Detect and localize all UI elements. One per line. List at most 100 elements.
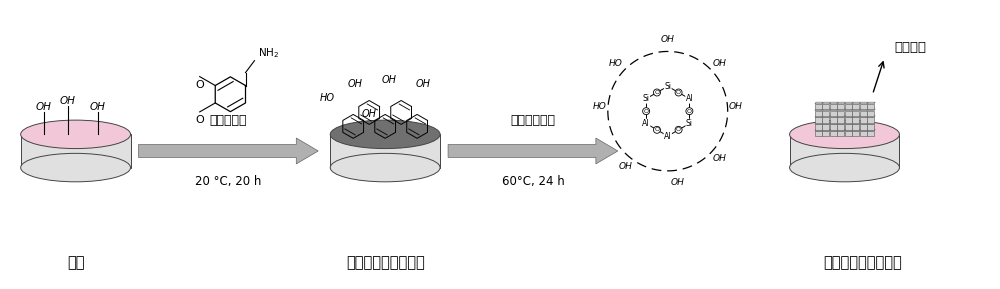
Text: Al: Al (664, 131, 672, 140)
Polygon shape (860, 111, 867, 116)
Polygon shape (860, 109, 868, 111)
Text: OH: OH (416, 79, 431, 88)
Polygon shape (21, 134, 131, 168)
Polygon shape (860, 131, 867, 136)
Text: Al: Al (642, 119, 650, 128)
Polygon shape (830, 131, 837, 136)
Polygon shape (867, 116, 875, 117)
Polygon shape (822, 129, 830, 131)
Text: Si: Si (686, 119, 693, 128)
Polygon shape (867, 129, 875, 131)
Polygon shape (815, 116, 823, 117)
Polygon shape (852, 102, 860, 104)
Polygon shape (867, 131, 874, 136)
FancyArrow shape (139, 138, 318, 164)
Polygon shape (837, 129, 845, 131)
Text: O: O (687, 109, 692, 114)
Text: 原位水热合成: 原位水热合成 (510, 114, 555, 127)
Polygon shape (845, 109, 853, 111)
Polygon shape (845, 129, 853, 131)
Polygon shape (815, 117, 822, 123)
Text: O: O (676, 90, 681, 95)
Polygon shape (822, 116, 830, 117)
Polygon shape (830, 111, 837, 116)
Polygon shape (837, 111, 844, 116)
Text: OH: OH (661, 35, 675, 44)
Polygon shape (852, 109, 860, 111)
Polygon shape (852, 117, 859, 123)
Polygon shape (822, 124, 829, 129)
Polygon shape (815, 111, 822, 116)
Polygon shape (867, 123, 875, 124)
Polygon shape (830, 102, 838, 104)
Polygon shape (837, 104, 844, 109)
Text: O: O (654, 90, 659, 95)
Circle shape (686, 108, 693, 115)
Text: HO: HO (593, 102, 607, 111)
Text: OH: OH (36, 102, 52, 112)
Polygon shape (860, 123, 868, 124)
Polygon shape (822, 131, 829, 136)
Polygon shape (822, 102, 830, 104)
Polygon shape (815, 124, 822, 129)
FancyArrow shape (448, 138, 618, 164)
Polygon shape (837, 124, 844, 129)
Text: OH: OH (362, 110, 377, 119)
Polygon shape (860, 104, 867, 109)
Polygon shape (867, 109, 875, 111)
Circle shape (675, 89, 682, 96)
Text: Si: Si (664, 82, 671, 91)
Polygon shape (852, 111, 859, 116)
Text: 载体: 载体 (67, 255, 84, 271)
Polygon shape (830, 104, 837, 109)
Text: 20 °C, 20 h: 20 °C, 20 h (195, 175, 262, 188)
Polygon shape (815, 109, 823, 111)
Polygon shape (830, 129, 838, 131)
Polygon shape (822, 123, 830, 124)
Polygon shape (837, 116, 845, 117)
Circle shape (653, 126, 660, 133)
Text: 载体负载的分子筛膜: 载体负载的分子筛膜 (823, 255, 902, 271)
Ellipse shape (790, 120, 899, 149)
Text: OH: OH (671, 178, 685, 187)
Polygon shape (852, 123, 860, 124)
Ellipse shape (330, 120, 440, 149)
Circle shape (643, 108, 650, 115)
Text: OH: OH (90, 102, 105, 112)
Polygon shape (860, 117, 867, 123)
Ellipse shape (330, 153, 440, 182)
Circle shape (675, 126, 682, 133)
Text: OH: OH (713, 154, 727, 164)
Polygon shape (845, 123, 853, 124)
Polygon shape (852, 131, 859, 136)
Text: NH$_2$: NH$_2$ (258, 46, 280, 60)
Polygon shape (867, 124, 874, 129)
Text: O: O (644, 109, 649, 114)
Polygon shape (845, 116, 853, 117)
Polygon shape (815, 104, 822, 109)
Polygon shape (852, 129, 860, 131)
Ellipse shape (21, 153, 131, 182)
Polygon shape (822, 104, 829, 109)
Text: 聚多巴胺修饰的载体: 聚多巴胺修饰的载体 (346, 255, 425, 271)
Polygon shape (860, 124, 867, 129)
Polygon shape (867, 117, 874, 123)
Polygon shape (830, 123, 838, 124)
Polygon shape (860, 102, 868, 104)
Polygon shape (837, 117, 844, 123)
Polygon shape (815, 129, 823, 131)
Polygon shape (867, 102, 875, 104)
Polygon shape (860, 129, 868, 131)
Text: HO: HO (320, 92, 335, 103)
Ellipse shape (790, 153, 899, 182)
Circle shape (653, 89, 660, 96)
Polygon shape (830, 116, 838, 117)
Polygon shape (837, 123, 845, 124)
Polygon shape (852, 116, 860, 117)
Polygon shape (845, 124, 852, 129)
Polygon shape (837, 102, 845, 104)
Polygon shape (815, 131, 822, 136)
Polygon shape (852, 124, 859, 129)
Text: 分子筛膜: 分子筛膜 (894, 41, 926, 54)
Polygon shape (845, 102, 853, 104)
